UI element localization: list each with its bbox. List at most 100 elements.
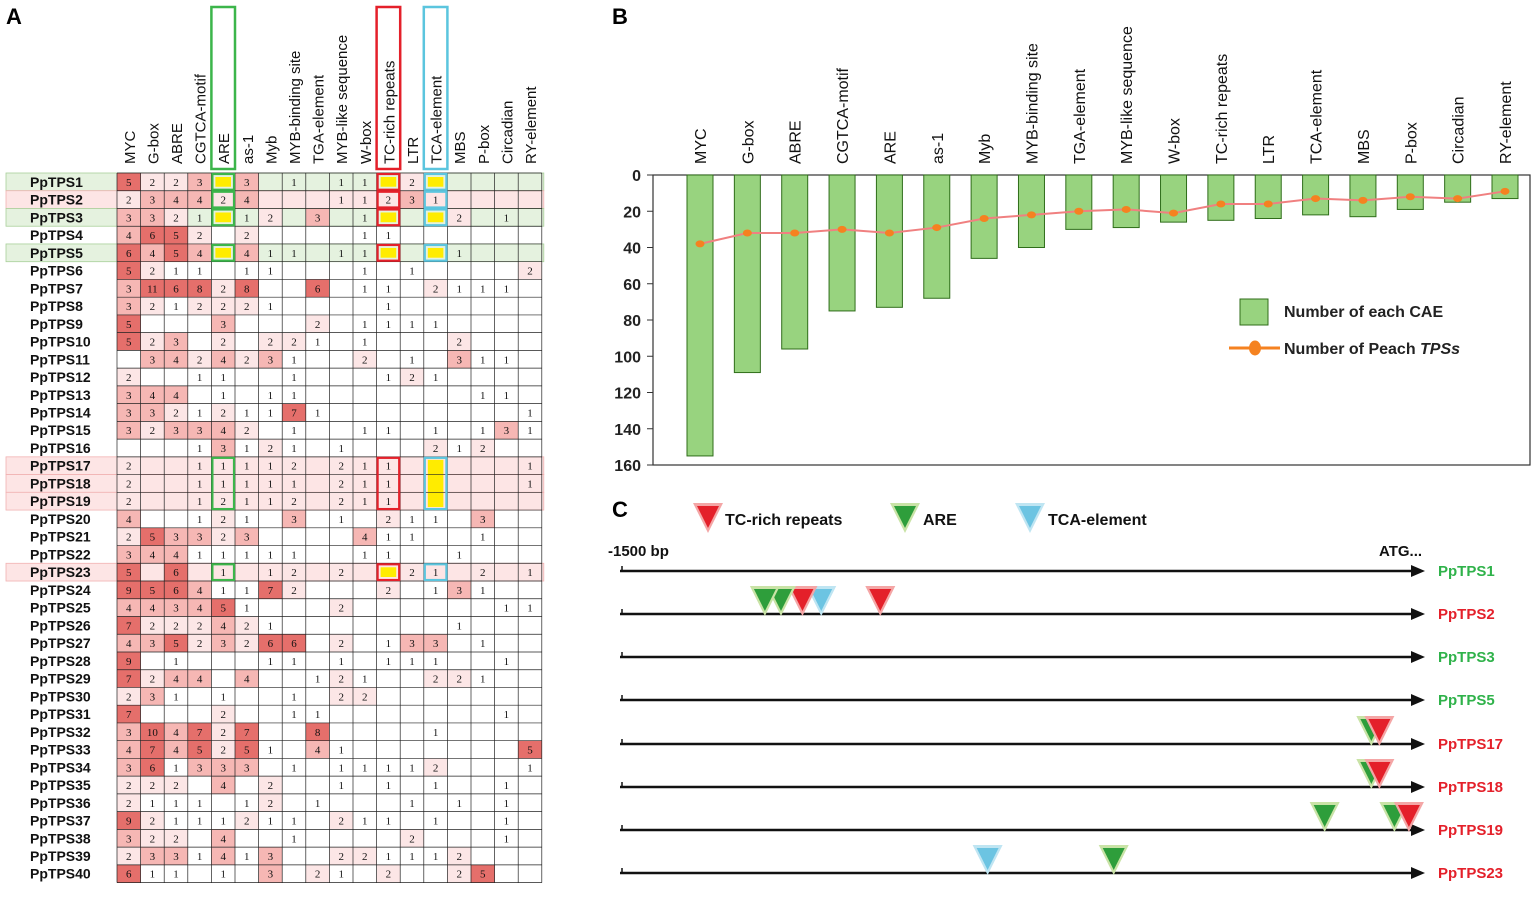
heatmap-cell-value: 3: [126, 390, 132, 402]
tps-count-point: [884, 229, 894, 237]
heatmap-cell-fill: [376, 581, 401, 599]
heatmap-cell-value: 2: [244, 354, 250, 366]
bar-abre: [781, 174, 809, 350]
heatmap-cell-value: 1: [244, 478, 250, 490]
heatmap-cell-value: 1: [504, 354, 510, 366]
green-element-marker-icon: [1356, 716, 1387, 746]
tps-count-point: [1453, 195, 1463, 203]
heatmap-cell-value: 1: [433, 567, 439, 579]
heatmap-cell-fill: [164, 829, 188, 848]
heatmap-cell-value: 1: [315, 407, 321, 419]
heatmap-cell-fill: [140, 279, 165, 298]
row-highlight-band: [5, 190, 545, 209]
heatmap-cell-value: 4: [173, 390, 179, 402]
heatmap-cell-value: 2: [126, 780, 132, 792]
heatmap-cell-value: 1: [433, 656, 439, 668]
heatmap-cell-value: 2: [244, 638, 250, 650]
heatmap-cell-value: 1: [433, 372, 439, 384]
heatmap-cell-value: 3: [268, 869, 274, 881]
heatmap-cell-fill: [117, 563, 141, 582]
heatmap-cell-value: 2: [126, 478, 132, 490]
x-category-label: MYC: [693, 128, 710, 164]
heatmap-cell-fill: [187, 669, 212, 688]
heatmap-cell-value: 6: [173, 283, 179, 295]
heatmap-cell-value: 1: [291, 177, 297, 189]
heatmap-cell-value: 1: [244, 461, 250, 473]
heatmap-cell-value: 2: [362, 354, 368, 366]
heatmap-cell-value: 1: [409, 656, 415, 668]
heatmap-cell-value: 9: [126, 816, 132, 828]
heatmap-cell-value: 5: [480, 869, 486, 881]
heatmap-cell-value: 2: [338, 851, 344, 863]
heatmap-cell-value: 7: [197, 727, 203, 739]
heatmap-cell-value: 2: [220, 337, 226, 349]
heatmap-cell-value: 3: [126, 549, 132, 561]
legend-bar-swatch: [1239, 298, 1269, 326]
heatmap-cell-value: 1: [362, 248, 368, 260]
x-category-label: as-1: [930, 133, 947, 164]
red-element-marker-icon: [1364, 759, 1395, 789]
heatmap-cell-value: 1: [386, 762, 392, 774]
heatmap-cell-value: 4: [150, 390, 156, 402]
heatmap-cell-value: 4: [220, 620, 226, 632]
heatmap-cell-fill: [423, 669, 448, 688]
bar-tga-element: [1065, 174, 1093, 230]
heatmap-cell-value: 2: [220, 496, 226, 508]
panel-c-label: C: [612, 497, 628, 522]
heatmap-cell-fill: [211, 350, 235, 369]
heatmap-cell-fill: [117, 243, 141, 262]
y-tick-label: 160: [614, 458, 641, 475]
heatmap-cell-fill: [164, 563, 188, 582]
heatmap-cell-value: 1: [386, 319, 392, 331]
legend-label: ARE: [923, 512, 957, 529]
heatmap-cell-value: 2: [386, 514, 392, 526]
heatmap-cell-fill: [447, 581, 471, 599]
heatmap-cell-value: 8: [197, 283, 203, 295]
heatmap-cell-fill: [187, 598, 212, 617]
heatmap-cell-fill: [187, 616, 212, 635]
row-label: PpTPS12: [30, 369, 91, 385]
heatmap-cell-value: 2: [409, 372, 415, 384]
tps-count-point: [1500, 187, 1510, 195]
row-label: PpTPS28: [30, 653, 91, 669]
heatmap-cell-fill: [258, 208, 283, 227]
column-header: as-1: [240, 135, 257, 164]
y-tick-label: 100: [614, 349, 641, 366]
heatmap-cell-value: 1: [268, 549, 274, 561]
heatmap-cell-value: 1: [409, 266, 415, 278]
heatmap-cell-value: 2: [244, 816, 250, 828]
heatmap-cell-fill: [518, 740, 542, 759]
heatmap-cell-fill: [329, 598, 353, 617]
heatmap-cell-value: 1: [362, 177, 368, 189]
heatmap-cell-value: 4: [173, 727, 179, 739]
heatmap-cell-value: 1: [433, 851, 439, 863]
heatmap-cell-value: 4: [197, 585, 203, 597]
heatmap-cell-value: 6: [315, 283, 321, 295]
heatmap-cell-value: 2: [338, 603, 344, 615]
bar-circadian: [1444, 174, 1472, 203]
heatmap-cell-fill: [211, 510, 235, 528]
heatmap-cell-fill: [140, 687, 165, 706]
row-label: PpTPS1: [30, 174, 83, 190]
heatmap-cell-value: 1: [338, 195, 344, 207]
column-header: MYB-binding site: [287, 51, 304, 164]
heatmap-cell-value: 2: [173, 833, 179, 845]
row-label: PpTPS22: [30, 546, 91, 562]
green-element-marker-icon: [1098, 845, 1129, 875]
heatmap-cell-value: 11: [147, 283, 158, 295]
heatmap-cell-fill: [447, 847, 471, 865]
heatmap-cell-value: 7: [244, 727, 250, 739]
heatmap-cell-fill: [164, 669, 188, 688]
heatmap-cell-value: 2: [338, 461, 344, 473]
cell-group-box: [211, 243, 236, 262]
heatmap-cell-value: 2: [173, 407, 179, 419]
row-label: PpTPS36: [30, 795, 91, 811]
heatmap-cell-fill: [211, 847, 235, 865]
heatmap-cell-fill: [329, 687, 353, 706]
heatmap-cell-value: 4: [126, 514, 132, 526]
heatmap-cell-value: 1: [268, 248, 274, 260]
heatmap-cell-fill: [329, 474, 353, 493]
heatmap-cell-fill: [140, 776, 165, 794]
row-label: PpTPS29: [30, 671, 91, 687]
heatmap-cell-value: 2: [150, 780, 156, 792]
